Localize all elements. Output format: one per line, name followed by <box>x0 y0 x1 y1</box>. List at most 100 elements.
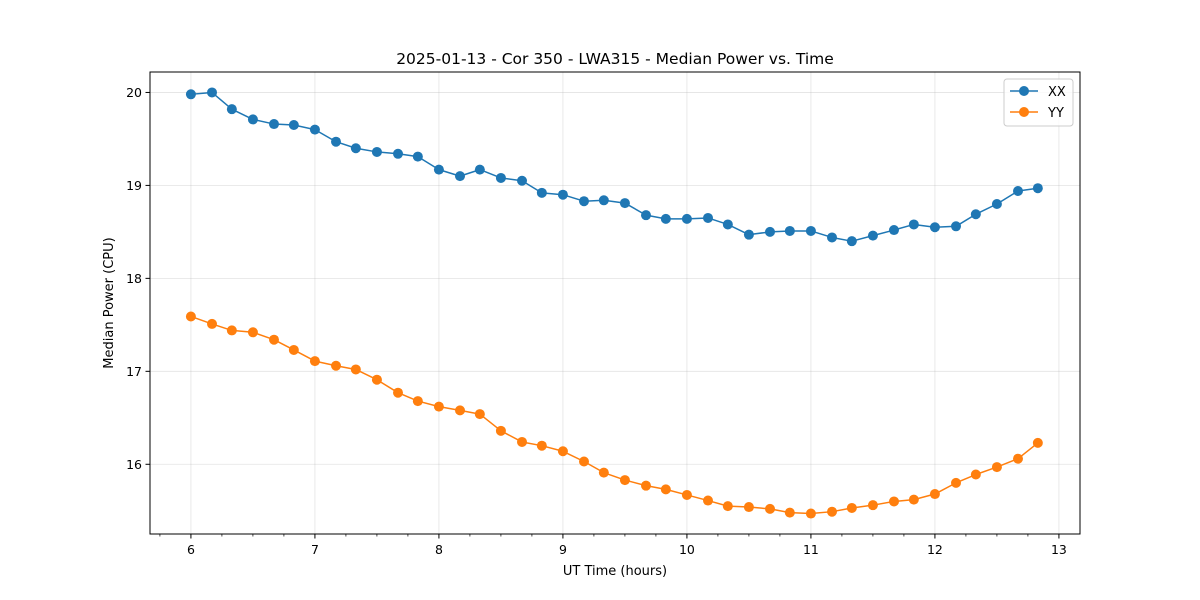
data-point-xx <box>536 187 547 198</box>
data-point-xx <box>412 151 423 162</box>
data-point-yy <box>784 507 795 518</box>
data-point-yy <box>474 409 485 420</box>
data-point-xx <box>765 226 775 237</box>
y-tick-label: 16 <box>126 457 142 472</box>
data-point-yy <box>433 401 444 412</box>
data-point-yy <box>393 387 403 398</box>
y-tick-label: 17 <box>126 364 142 379</box>
y-tick-label: 18 <box>126 271 142 286</box>
data-point-xx <box>743 229 754 240</box>
data-point-xx <box>681 213 692 224</box>
data-point-yy <box>889 496 899 507</box>
axis-ticks: 6 7 8 9 10 11 12 13 16 17 18 19 20 <box>126 85 1067 557</box>
data-point-xx <box>619 198 630 209</box>
data-point-yy <box>970 469 981 480</box>
data-point-xx <box>517 175 527 186</box>
data-point-xx <box>908 219 919 230</box>
data-point-yy <box>722 501 733 512</box>
data-point-xx <box>846 236 857 247</box>
data-point-yy <box>660 484 671 495</box>
data-point-xx <box>247 114 258 125</box>
x-tick-label: 8 <box>435 542 443 557</box>
data-point-yy <box>765 503 775 514</box>
data-point-xx <box>951 221 961 232</box>
data-point-xx <box>784 225 795 236</box>
legend-marker-xx <box>1019 86 1029 96</box>
data-point-yy <box>207 318 217 329</box>
data-point-yy <box>495 425 506 436</box>
data-point-xx <box>309 124 320 135</box>
data-point-xx <box>393 148 403 159</box>
data-point-xx <box>929 222 940 233</box>
x-tick-label: 11 <box>803 542 819 557</box>
x-tick-label: 9 <box>559 542 567 557</box>
data-point-xx <box>827 232 837 243</box>
data-point-yy <box>681 489 692 500</box>
data-point-yy <box>309 356 320 367</box>
data-point-xx <box>660 213 671 224</box>
data-point-xx <box>226 104 237 115</box>
data-point-yy <box>185 311 196 322</box>
legend-marker-yy <box>1019 107 1029 117</box>
data-point-yy <box>1013 453 1023 464</box>
grid-lines <box>150 72 1080 534</box>
data-point-yy <box>991 462 1002 473</box>
data-point-yy <box>703 495 713 506</box>
legend: XX YY <box>1003 78 1074 127</box>
data-point-yy <box>269 334 279 345</box>
data-point-yy <box>350 364 361 375</box>
data-point-yy <box>536 440 547 451</box>
data-point-yy <box>517 436 527 447</box>
data-point-xx <box>269 119 279 130</box>
data-point-yy <box>331 360 341 371</box>
data-point-xx <box>805 225 816 236</box>
data-point-xx <box>288 119 299 130</box>
data-point-yy <box>598 467 609 478</box>
data-point-yy <box>827 506 837 517</box>
x-tick-label: 13 <box>1051 542 1067 557</box>
plot-frame <box>149 71 1081 535</box>
data-point-yy <box>743 502 754 513</box>
data-point-yy <box>867 500 878 511</box>
data-point-xx <box>433 164 444 175</box>
legend-label-xx: XX <box>1048 85 1066 100</box>
chart-title: 2025-01-13 - Cor 350 - LWA315 - Median P… <box>396 50 834 68</box>
data-point-xx <box>598 195 609 206</box>
data-point-yy <box>619 475 630 486</box>
data-point-xx <box>495 172 506 183</box>
data-point-xx <box>991 199 1002 209</box>
data-point-yy <box>846 502 857 513</box>
data-point-xx <box>185 89 196 100</box>
data-point-yy <box>412 396 423 407</box>
data-point-yy <box>455 405 465 416</box>
data-point-xx <box>557 189 568 200</box>
data-point-xx <box>722 219 733 230</box>
legend-label-yy: YY <box>1047 106 1064 121</box>
data-point-xx <box>889 225 899 236</box>
data-point-xx <box>1032 183 1043 194</box>
data-point-xx <box>703 212 713 223</box>
data-point-xx <box>867 230 878 241</box>
data-point-xx <box>207 87 217 98</box>
data-point-xx <box>371 146 382 157</box>
data-point-yy <box>247 327 258 338</box>
data-point-xx <box>350 143 361 154</box>
data-point-yy <box>226 325 237 336</box>
data-point-yy <box>579 456 589 467</box>
data-point-xx <box>474 164 485 175</box>
y-tick-label: 19 <box>126 178 142 193</box>
y-tick-label: 20 <box>126 85 142 100</box>
data-series <box>185 87 1043 519</box>
data-point-xx <box>455 171 465 182</box>
data-point-yy <box>951 477 961 488</box>
x-tick-label: 7 <box>311 542 319 557</box>
x-axis-label: UT Time (hours) <box>563 564 667 579</box>
data-point-yy <box>805 508 816 519</box>
data-point-yy <box>641 480 651 491</box>
data-point-xx <box>331 136 341 147</box>
data-point-xx <box>1013 185 1023 196</box>
data-point-yy <box>929 489 940 500</box>
x-tick-label: 6 <box>187 542 195 557</box>
